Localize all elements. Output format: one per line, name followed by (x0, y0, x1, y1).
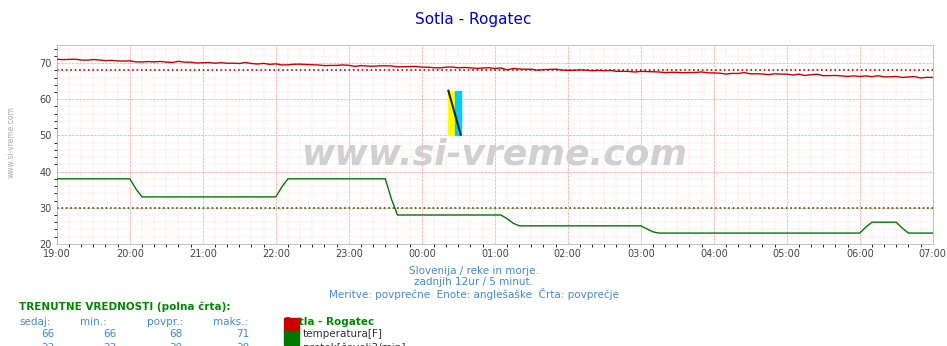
Text: min.:: min.: (80, 317, 107, 327)
Text: Sotla - Rogatec: Sotla - Rogatec (284, 317, 374, 327)
Text: temperatura[F]: temperatura[F] (303, 329, 383, 339)
Text: 68: 68 (170, 329, 183, 339)
Polygon shape (455, 91, 460, 135)
Text: 30: 30 (170, 343, 183, 346)
Text: maks.:: maks.: (213, 317, 248, 327)
Text: Sotla - Rogatec: Sotla - Rogatec (415, 12, 532, 27)
Text: 66: 66 (103, 329, 116, 339)
Text: zadnjih 12ur / 5 minut.: zadnjih 12ur / 5 minut. (414, 277, 533, 287)
Text: 71: 71 (236, 329, 249, 339)
Text: 23: 23 (103, 343, 116, 346)
Text: 23: 23 (42, 343, 55, 346)
Text: www.si-vreme.com: www.si-vreme.com (7, 106, 16, 178)
Text: 38: 38 (236, 343, 249, 346)
Text: pretok[čevelj3/min]: pretok[čevelj3/min] (303, 343, 405, 346)
Text: 66: 66 (42, 329, 55, 339)
Text: Slovenija / reke in morje.: Slovenija / reke in morje. (408, 266, 539, 276)
Text: sedaj:: sedaj: (19, 317, 50, 327)
Text: Meritve: povprečne  Enote: anglešaške  Črta: povprečje: Meritve: povprečne Enote: anglešaške Črt… (329, 288, 618, 300)
Text: povpr.:: povpr.: (147, 317, 183, 327)
Text: TRENUTNE VREDNOSTI (polna črta):: TRENUTNE VREDNOSTI (polna črta): (19, 302, 230, 312)
Polygon shape (448, 91, 455, 135)
Text: www.si-vreme.com: www.si-vreme.com (302, 137, 688, 171)
